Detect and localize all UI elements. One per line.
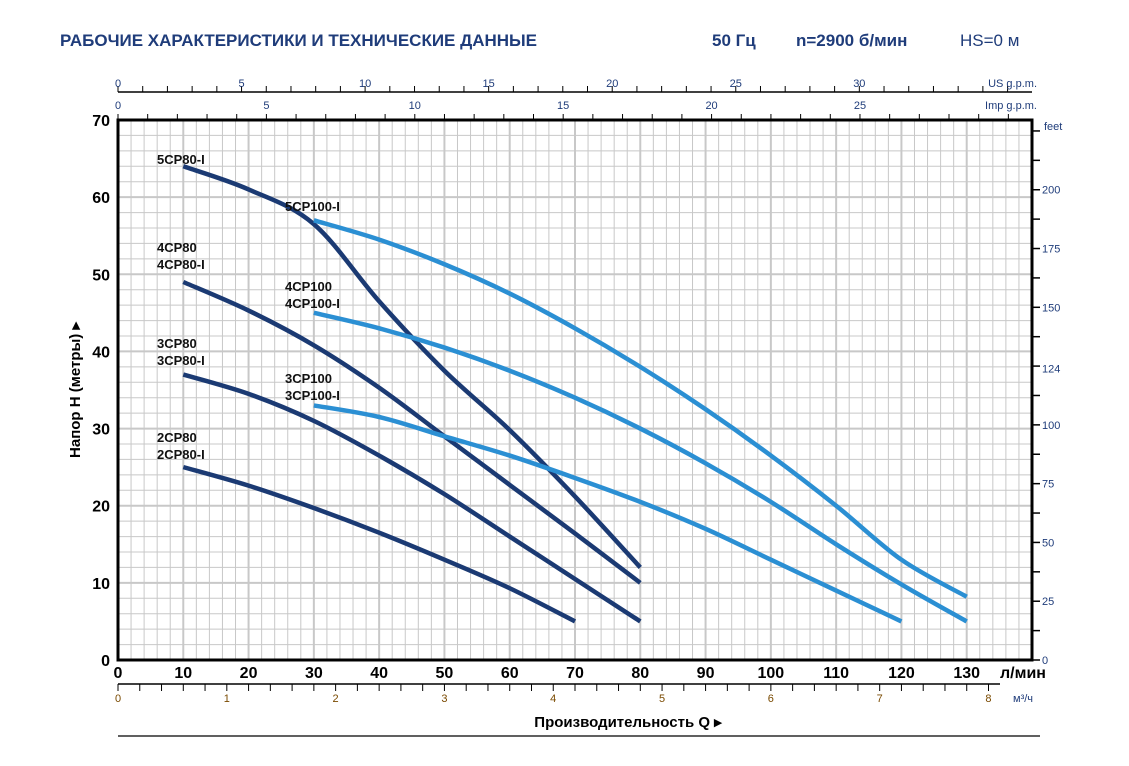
m3h-tick-label: 5 [659,693,665,705]
y-tick-label: 60 [92,190,110,207]
us-gpm-tick-label: 5 [238,78,244,90]
feet-tick-label: 25 [1042,596,1054,608]
imp-gpm-tick-label: 0 [115,100,121,112]
feet-tick-label: 100 [1042,420,1060,432]
imp-gpm-tick-label: 15 [557,100,569,112]
x-tick-label: 100 [758,665,785,682]
m3h-tick-label: 6 [768,693,774,705]
us-gpm-tick-label: 25 [730,78,742,90]
feet-tick-label: 75 [1042,479,1054,491]
curve-label: 4CP100 [285,279,332,294]
curve-4cp80-i [182,279,642,585]
curve-label: 3CP100-I [285,388,340,403]
m3h-tick-label: 8 [985,693,991,705]
us-gpm-tick-label: 10 [359,78,371,90]
feet-tick-label: 150 [1042,302,1060,314]
x-tick-label: 70 [566,665,584,682]
curve-label: 3CP80 [157,336,197,351]
curve-2cp80-i [182,464,577,624]
curve-label: 4CP100-I [285,296,340,311]
curve-label: 5CP100-I [285,199,340,214]
us-gpm-tick-label: 15 [483,78,495,90]
imp-gpm-axis-label: Imp g.p.m. [985,100,1037,112]
suction-height: HS=0 м [960,31,1020,50]
page-title: РАБОЧИЕ ХАРАКТЕРИСТИКИ И ТЕХНИЧЕСКИЕ ДАН… [60,31,538,50]
y-tick-label: 40 [92,344,110,361]
speed: n=2900 б/мин [796,31,908,50]
imp-gpm-tick-label: 5 [263,100,269,112]
y-tick-label: 20 [92,499,110,516]
x-tick-label: 50 [436,665,454,682]
y-tick-label: 10 [92,576,110,593]
feet-axis-label: feet [1044,121,1062,133]
x-tick-label: 80 [631,665,649,682]
curve-label: 5CP80-I [157,152,205,167]
x-tick-label: 30 [305,665,323,682]
m3h-tick-label: 2 [333,693,339,705]
m3h-tick-label: 0 [115,693,121,705]
feet-tick-label: 175 [1042,244,1060,256]
curve-3cp100-i [313,403,903,624]
x-unit-label: л/мин [1000,665,1046,682]
curve-label: 2CP80 [157,430,197,445]
us-gpm-tick-label: 0 [115,78,121,90]
plot-frame [116,118,1034,662]
m3h-tick-label: 1 [224,693,230,705]
us-gpm-axis-label: US g.p.m. [988,78,1037,90]
y-axis-title: Напор H (метры) ▸ [67,321,84,458]
imp-gpm-tick-label: 20 [705,100,717,112]
curve-3cp80-i [182,372,642,624]
x-tick-label: 0 [114,665,123,682]
y-tick-label: 30 [92,422,110,439]
curve-4cp100-i [313,310,968,624]
feet-tick-label: 200 [1042,185,1060,197]
m3h-tick-label: 3 [441,693,447,705]
x-tick-label: 110 [823,665,849,682]
x-tick-label: 130 [953,665,980,682]
x-tick-label: 120 [888,665,915,682]
y-tick-label: 0 [101,653,110,670]
m3h-tick-label: 4 [550,693,556,705]
m3h-tick-label: 7 [877,693,883,705]
feet-tick-label: 50 [1042,537,1054,549]
x-tick-label: 20 [240,665,258,682]
x-axis-title: Производительность Q ▸ [534,714,723,731]
x-tick-label: 10 [174,665,192,682]
y-tick-label: 50 [92,267,110,284]
imp-gpm-tick-label: 10 [409,100,421,112]
feet-tick-label: 124 [1042,363,1060,375]
curve-label: 4CP80-I [157,257,205,272]
x-tick-label: 60 [501,665,519,682]
curve-5cp100-i [313,218,968,599]
x-tick-label: 40 [370,665,388,682]
x-tick-label: 90 [697,665,715,682]
curve-label: 3CP100 [285,371,332,386]
curve-label: 3CP80-I [157,353,205,368]
us-gpm-tick-label: 20 [606,78,618,90]
us-gpm-tick-label: 30 [853,78,865,90]
m3h-axis-label: м³/ч [1013,693,1033,705]
curve-label: 2CP80-I [157,447,205,462]
imp-gpm-tick-label: 25 [854,100,866,112]
curve-label: 4CP80 [157,240,197,255]
feet-tick-label: 0 [1042,655,1048,667]
frequency: 50 Гц [712,31,756,50]
y-tick-label: 70 [92,113,110,130]
